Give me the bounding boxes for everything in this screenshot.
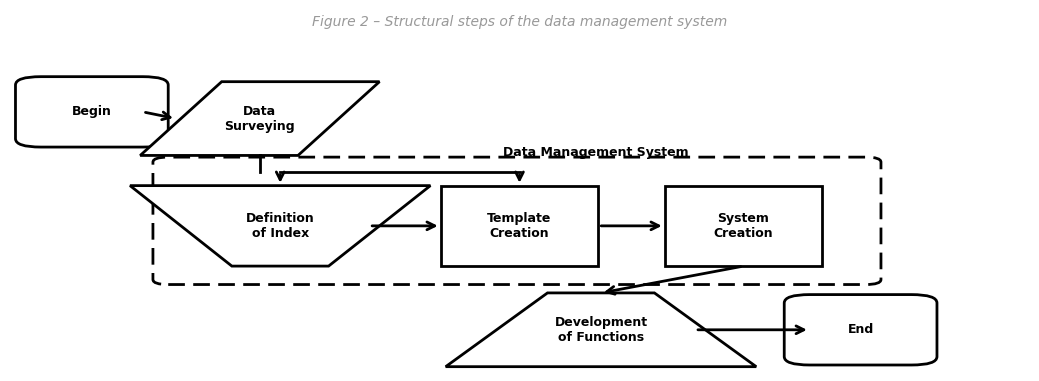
Text: End: End (848, 323, 874, 336)
Text: Begin: Begin (72, 106, 112, 118)
Text: Figure 2 – Structural steps of the data management system: Figure 2 – Structural steps of the data … (312, 15, 727, 29)
Polygon shape (140, 82, 379, 155)
Text: System
Creation: System Creation (714, 212, 773, 240)
Polygon shape (130, 186, 430, 266)
Text: Template
Creation: Template Creation (487, 212, 552, 240)
Polygon shape (446, 293, 756, 367)
FancyBboxPatch shape (784, 295, 937, 365)
FancyBboxPatch shape (153, 157, 881, 285)
Text: Data Management System: Data Management System (503, 146, 689, 159)
Bar (665, 186, 823, 266)
Text: Definition
of Index: Definition of Index (246, 212, 315, 240)
Bar (441, 186, 598, 266)
FancyBboxPatch shape (16, 77, 168, 147)
Text: Data
Surveying: Data Surveying (224, 104, 295, 133)
Text: Development
of Functions: Development of Functions (555, 316, 647, 344)
